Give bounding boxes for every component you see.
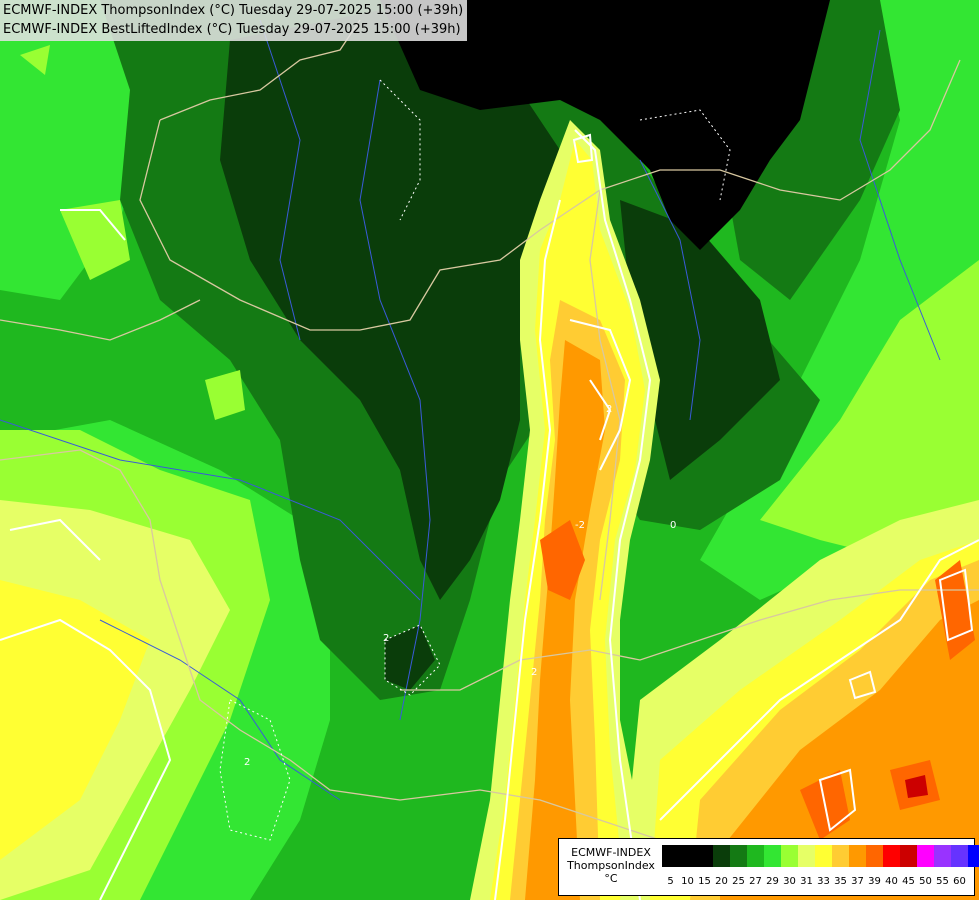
title-thompson-index: ECMWF-INDEX ThompsonIndex (°C) Tuesday 2… — [3, 3, 464, 18]
legend-tick: 25 — [732, 876, 745, 887]
darkest-green-spot-south — [385, 625, 435, 690]
legend-tick: 45 — [902, 876, 915, 887]
dark-orange-spot-3 — [935, 560, 975, 660]
legend-ticks: 5 10 15 20 25 27 29 30 31 33 35 37 39 40 45 50 55 60 — [662, 876, 968, 887]
legend-swatch — [883, 845, 900, 867]
legend-swatch — [866, 845, 883, 867]
legend-tick: 15 — [698, 876, 711, 887]
legend-tick: 55 — [936, 876, 949, 887]
contour-label: 2 — [383, 633, 389, 644]
legend-tick: 40 — [885, 876, 898, 887]
dotted-contours — [219, 79, 731, 841]
legend-tick: 5 — [667, 876, 674, 887]
legend-swatch — [798, 845, 815, 867]
legend-swatch — [849, 845, 866, 867]
legend-tick: 27 — [749, 876, 762, 887]
legend-tick: 29 — [766, 876, 779, 887]
contour-label: 0 — [670, 520, 676, 531]
legend-swatch — [679, 845, 696, 867]
legend-swatch — [900, 845, 917, 867]
legend-unit: °C — [604, 872, 618, 885]
legend-swatch — [951, 845, 968, 867]
title-best-lifted-index: ECMWF-INDEX BestLiftedIndex (°C) Tuesday… — [3, 22, 461, 37]
color-legend: ECMWF-INDEX ThompsonIndex °C 5 10 15 20 25 27… — [558, 838, 979, 896]
legend-swatch — [815, 845, 832, 867]
legend-tick: 39 — [868, 876, 881, 887]
contour-label: 2 — [244, 757, 250, 768]
orange-zone-southeast — [720, 600, 979, 900]
legend-tick: 31 — [800, 876, 813, 887]
contour-labels: 2 2 2 2 0 -2 — [244, 404, 676, 768]
legend-parameter: ThompsonIndex — [567, 859, 655, 872]
legend-tick: 33 — [817, 876, 830, 887]
legend-tick: 35 — [834, 876, 847, 887]
dark-orange-core — [540, 520, 585, 600]
red-spot — [905, 775, 928, 798]
black-zone — [380, 0, 830, 250]
legend-swatch — [696, 845, 713, 867]
legend-tick: 60 — [953, 876, 966, 887]
map-title-block: ECMWF-INDEX ThompsonIndex (°C) Tuesday 2… — [0, 0, 468, 41]
contour-label: 2 — [531, 667, 537, 678]
darkest-green-zone — [220, 10, 600, 600]
legend-tick: 10 — [681, 876, 694, 887]
legend-swatch — [832, 845, 849, 867]
legend-swatch — [747, 845, 764, 867]
legend-model: ECMWF-INDEX — [571, 846, 651, 859]
legend-swatch — [730, 845, 747, 867]
country-borders — [0, 19, 979, 841]
legend-label: ECMWF-INDEX ThompsonIndex °C — [563, 846, 659, 885]
legend-tick: 20 — [715, 876, 728, 887]
rivers — [0, 19, 941, 801]
legend-swatches — [662, 845, 979, 867]
legend-tick: 50 — [919, 876, 932, 887]
yellow-zone-west — [0, 580, 150, 860]
legend-swatch — [781, 845, 798, 867]
light-green-patch-west-2 — [205, 370, 245, 420]
legend-tick: 37 — [851, 876, 864, 887]
legend-swatch — [968, 845, 979, 867]
contour-label: 2 — [606, 404, 612, 415]
contour-lines — [0, 129, 979, 900]
legend-swatch — [934, 845, 951, 867]
legend-tick: 30 — [783, 876, 796, 887]
legend-swatch — [662, 845, 679, 867]
contour-label: -2 — [575, 520, 585, 531]
legend-swatch — [713, 845, 730, 867]
light-green-patch-west — [60, 200, 130, 280]
light-green-patch-north — [20, 45, 50, 75]
orange-plume — [525, 340, 605, 900]
legend-swatch — [764, 845, 781, 867]
legend-swatch — [917, 845, 934, 867]
